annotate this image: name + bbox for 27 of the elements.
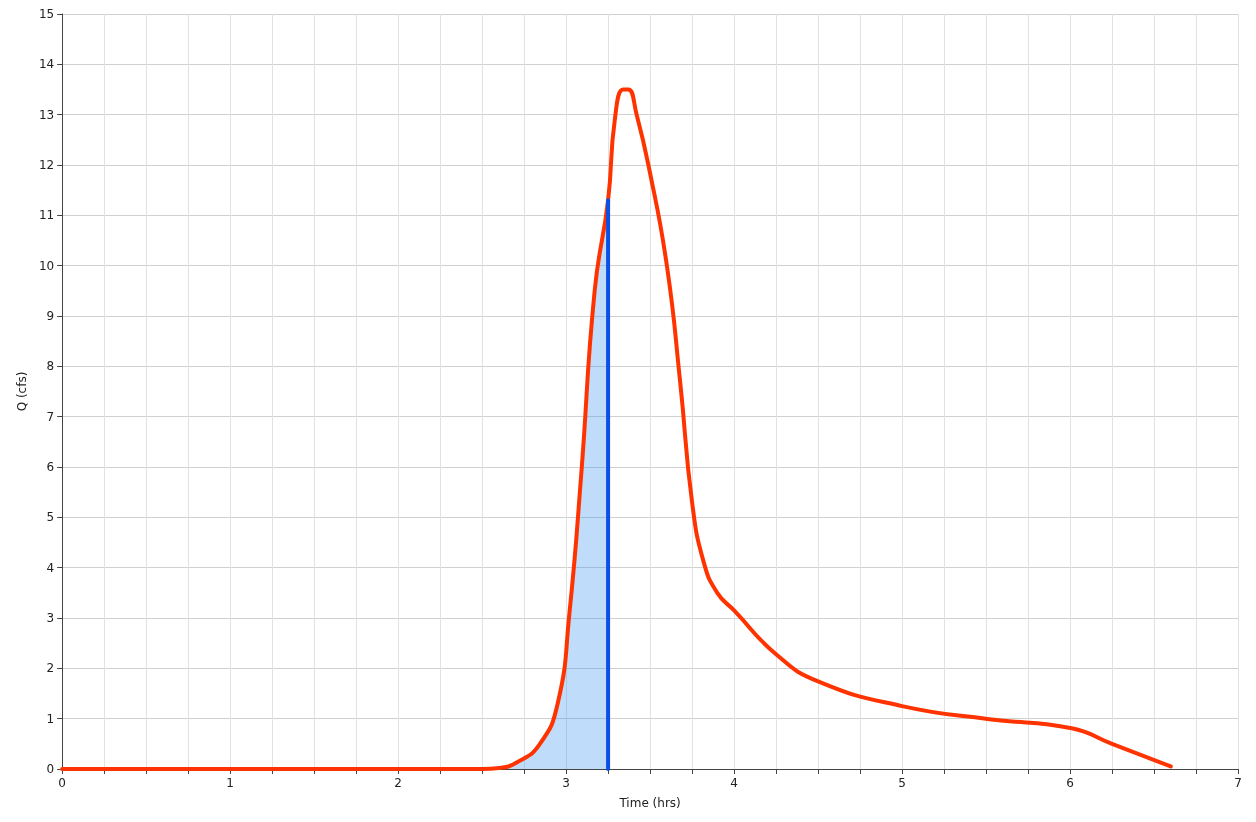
x-tick-label: 0	[58, 776, 66, 790]
y-tick-label: 0	[46, 762, 55, 776]
y-tick-label: 12	[38, 158, 55, 172]
x-tick-label: 1	[226, 776, 234, 790]
y-tick-label: 14	[38, 57, 55, 72]
y-axis-title: Q (cfs)	[15, 371, 29, 412]
x-tick-label: 6	[1066, 776, 1074, 790]
y-tick-label: 1	[46, 711, 55, 726]
line-series	[60, 87, 1173, 771]
x-tick-label: 2	[394, 776, 402, 790]
y-tick-label: 3	[46, 611, 55, 625]
x-axis-title: Time (hrs)	[618, 796, 681, 810]
y-tick-label: 15	[38, 7, 55, 21]
y-tick-label: 13	[38, 107, 55, 122]
y-tick-label: 10	[38, 258, 55, 273]
x-tick-label: 4	[730, 776, 738, 790]
y-tick-label: 2	[46, 661, 55, 676]
y-tick-label: 8	[46, 359, 55, 374]
x-tick-label: 7	[1234, 776, 1242, 790]
y-tick-label: 5	[46, 510, 55, 525]
y-tick-label: 9	[46, 309, 55, 323]
x-tick-label: 5	[898, 776, 906, 790]
y-tick-label: 4	[46, 560, 55, 575]
y-tick-label: 7	[46, 409, 55, 424]
y-tick-label: 6	[46, 460, 55, 474]
x-tick-label: 3	[562, 776, 570, 790]
y-tick-label: 11	[38, 208, 55, 223]
